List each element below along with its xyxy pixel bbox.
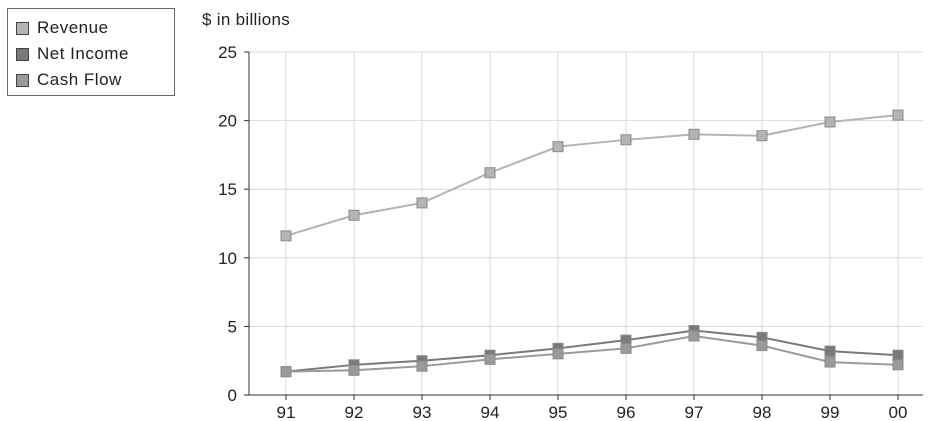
x-tick-label-95: 95 [549, 403, 568, 421]
legend-swatch-cash-flow [16, 73, 29, 87]
data-point-cash-flow-97 [688, 330, 700, 342]
data-point-cash-flow-94 [484, 353, 496, 365]
data-point-revenue-98 [756, 130, 768, 142]
legend-label-revenue: Revenue [37, 18, 109, 37]
legend-item-cash-flow: Cash Flow [16, 67, 174, 93]
data-point-cash-flow-98 [756, 340, 768, 352]
y-tick-label-25: 25 [218, 43, 237, 62]
legend: Revenue Net Income Cash Flow [7, 8, 175, 96]
series-line-net-income [285, 329, 899, 373]
y-tick-label-5: 5 [228, 317, 237, 336]
data-point-cash-flow-91 [280, 366, 292, 378]
legend-item-revenue: Revenue [16, 15, 174, 41]
x-tick-label-97: 97 [685, 403, 704, 421]
data-point-revenue-93 [416, 197, 428, 209]
y-tick-label-15: 15 [218, 180, 237, 199]
data-point-revenue-95 [552, 141, 564, 153]
series-line-revenue [285, 114, 899, 237]
x-tick-label-98: 98 [753, 403, 772, 421]
y-tick-label-10: 10 [218, 249, 237, 268]
legend-item-net-income: Net Income [16, 41, 174, 67]
legend-label-net-income: Net Income [37, 44, 129, 63]
data-point-revenue-99 [824, 116, 836, 128]
y-tick-label-20: 20 [218, 112, 237, 131]
x-tick-label-93: 93 [413, 403, 432, 421]
data-point-cash-flow-99 [824, 356, 836, 368]
data-point-revenue-96 [620, 134, 632, 146]
x-tick-label-94: 94 [481, 403, 500, 421]
data-point-cash-flow-92 [348, 364, 360, 376]
x-tick-label-96: 96 [617, 403, 636, 421]
legend-swatch-net-income [16, 47, 29, 61]
data-point-revenue-97 [688, 128, 700, 140]
y-tick-label-0: 0 [228, 386, 237, 405]
data-point-revenue-94 [484, 167, 496, 179]
x-tick-label-99: 99 [821, 403, 840, 421]
data-point-cash-flow-93 [416, 360, 428, 372]
data-point-cash-flow-00 [892, 359, 904, 371]
data-point-revenue-91 [280, 230, 292, 242]
x-tick-label-00: 00 [889, 403, 908, 421]
data-point-cash-flow-95 [552, 348, 564, 360]
legend-swatch-revenue [16, 21, 29, 35]
data-point-revenue-00 [892, 109, 904, 121]
series-line-cash-flow [285, 334, 899, 373]
y-axis-label: $ in billions [202, 10, 291, 29]
data-point-net-income-99 [824, 345, 836, 357]
x-tick-label-92: 92 [345, 403, 364, 421]
data-point-net-income-00 [892, 349, 904, 361]
data-point-revenue-92 [348, 209, 360, 221]
legend-label-cash-flow: Cash Flow [37, 70, 122, 89]
x-tick-label-91: 91 [277, 403, 296, 421]
data-point-cash-flow-96 [620, 342, 632, 354]
